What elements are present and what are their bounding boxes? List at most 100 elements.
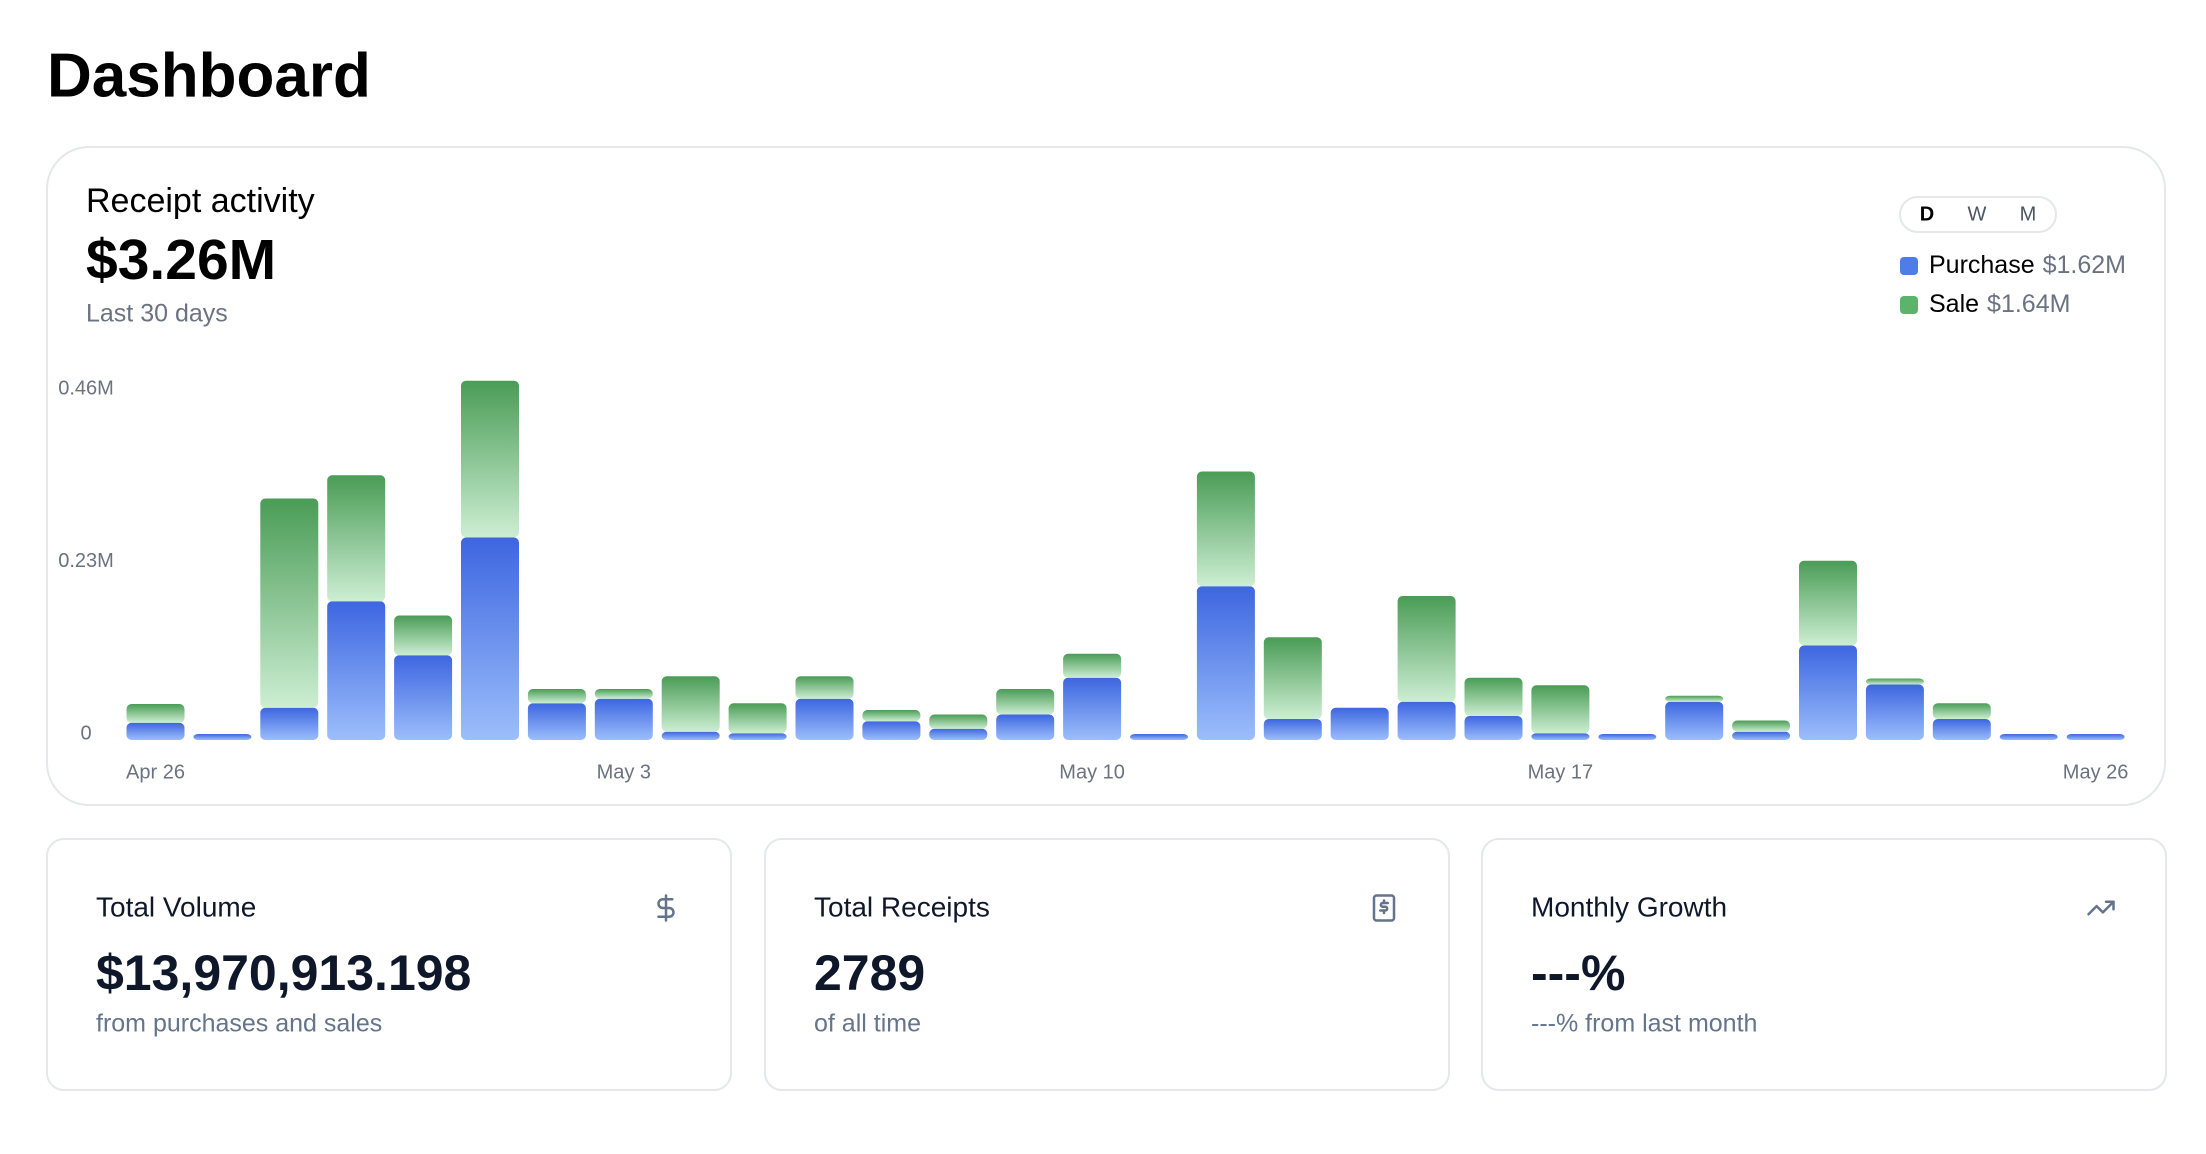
page-title: Dashboard (47, 41, 371, 110)
bar-segment (1397, 701, 1456, 740)
range-option[interactable]: M (2020, 203, 2037, 225)
bar-segment (527, 703, 586, 740)
legend-name: Sale (1929, 290, 1979, 318)
bar-segment (594, 689, 653, 699)
card-title: Total Receipts (814, 891, 990, 922)
range-option[interactable]: W (1968, 203, 1987, 225)
bar-segment (126, 704, 185, 723)
bar-segment (2066, 734, 2125, 740)
bar-segment (996, 714, 1055, 740)
bar-segment (1063, 677, 1122, 740)
bar-segment (126, 722, 185, 740)
bar-segment (394, 655, 453, 740)
x-tick-label: May 10 (1059, 761, 1125, 783)
bar-segment (1732, 720, 1791, 732)
bar-segment (1531, 685, 1590, 734)
stat-card (1481, 838, 2167, 1091)
chart-total: $3.26M (86, 228, 276, 292)
bar-segment (1263, 637, 1322, 719)
bar-segment (1397, 596, 1456, 702)
chart-period: Last 30 days (86, 300, 228, 328)
bar-segment (1865, 678, 1924, 685)
bar-segment (1263, 719, 1322, 740)
icon-part (1379, 899, 1389, 915)
bar-segment (327, 601, 386, 740)
bar-segment (1130, 734, 1188, 740)
stat-card (46, 838, 732, 1091)
bar-segment (594, 698, 653, 740)
bar-segment (728, 703, 787, 734)
legend-total: $1.64M (1987, 290, 2070, 318)
bar-segment (1732, 731, 1791, 740)
bar-segment (1865, 684, 1924, 740)
card-subtitle: of all time (814, 1010, 921, 1038)
bar-segment (527, 689, 586, 704)
bar-segment (795, 698, 854, 740)
legend-swatch (1900, 296, 1918, 314)
icon-part (657, 898, 675, 918)
range-toggle (1899, 196, 2057, 233)
y-tick-label: 0.23M (58, 550, 114, 572)
bar-segment (1330, 707, 1389, 740)
range-option[interactable]: D (1920, 203, 1934, 225)
y-tick-label: 0 (80, 722, 91, 744)
card-subtitle: from purchases and sales (96, 1010, 382, 1038)
bar-segment (461, 380, 519, 538)
bar-segment (1464, 716, 1523, 740)
bar-segment (929, 728, 988, 740)
bar-segment (260, 498, 319, 708)
x-tick-label: May 3 (597, 761, 651, 783)
legend-label: Purchase $1.62M (1929, 251, 2126, 279)
bar-segment (996, 689, 1055, 715)
legend-name: Purchase (1929, 251, 2035, 279)
bar-segment (1196, 471, 1255, 587)
bar-segment (1932, 719, 1991, 740)
icon-dollar (657, 894, 675, 922)
bar-segment (661, 731, 720, 740)
bar-segment (1598, 734, 1657, 740)
bar-segment (1531, 733, 1590, 740)
icon-trending (2087, 900, 2115, 916)
bar-segment (1196, 586, 1255, 740)
bar-segment (394, 615, 453, 656)
bar-segment (193, 734, 252, 740)
legend-label: Sale $1.64M (1929, 290, 2070, 318)
bar-segment (1665, 701, 1724, 740)
bar-segment (1063, 653, 1122, 678)
card-value: $13,970,913.198 (96, 945, 471, 1001)
x-tick-label: May 17 (1528, 761, 1594, 783)
card-subtitle: ---% from last month (1531, 1010, 1757, 1038)
bar-segment (929, 714, 988, 729)
legend-total: $1.62M (2043, 251, 2126, 279)
card-value: 2789 (814, 945, 925, 1001)
icon-part (1372, 894, 1396, 922)
bar-segment (728, 733, 787, 740)
icon-part (2104, 900, 2115, 911)
bar-segment (1999, 734, 2058, 740)
icon-receipt (1372, 894, 1396, 922)
stat-card (764, 838, 1450, 1091)
bar-segment (260, 707, 319, 740)
bar-segment (795, 676, 854, 699)
legend-swatch (1900, 257, 1918, 275)
x-tick-label: May 26 (2063, 761, 2129, 783)
card-title: Monthly Growth (1531, 891, 1727, 922)
bar-segment (1799, 645, 1857, 740)
card-value: ---% (1531, 945, 1625, 1001)
card-title: Total Volume (96, 891, 256, 922)
bar-segment (1464, 677, 1523, 716)
y-tick-label: 0.46M (58, 377, 114, 399)
bar-segment (862, 721, 921, 740)
x-tick-label: Apr 26 (126, 761, 185, 783)
bar-segment (862, 710, 921, 722)
icon-part (2087, 900, 2115, 916)
bar-segment (327, 475, 386, 602)
bar-segment (461, 537, 519, 740)
bar-segment (1665, 695, 1724, 702)
chart-title: Receipt activity (86, 182, 315, 220)
bar-segment (1799, 560, 1857, 646)
bar-segment (661, 676, 720, 732)
bar-segment (1932, 703, 1991, 719)
